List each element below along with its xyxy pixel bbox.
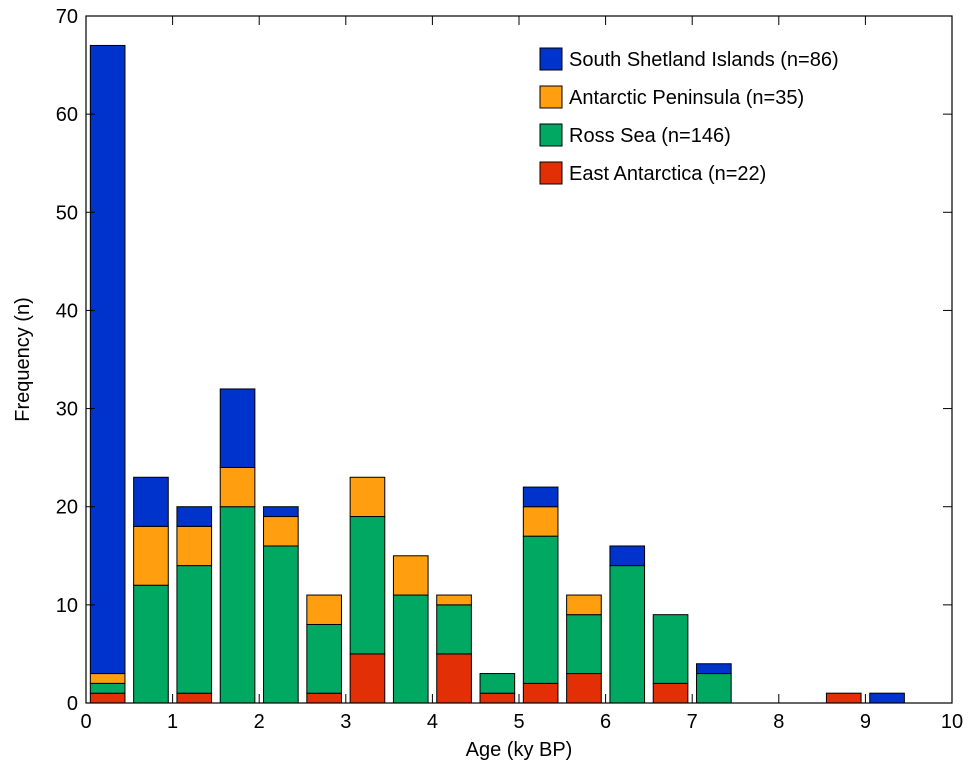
legend: South Shetland Islands (n=86) Antarctic P… [539, 47, 839, 185]
x-tick-label: 4 [427, 711, 438, 733]
bar-segment [869, 692, 905, 704]
bar-segment [349, 476, 386, 518]
bar-segment [263, 506, 299, 518]
bar-segment [522, 506, 559, 537]
legend-swatch [539, 85, 563, 109]
bar-segment [219, 388, 256, 468]
bar-segment [696, 663, 732, 675]
legend-swatch [539, 123, 563, 147]
bar-segment [89, 44, 126, 675]
legend-swatch [539, 47, 563, 71]
y-tick-label: 50 [56, 202, 78, 224]
bar-segment [176, 565, 213, 694]
bar-segment [133, 525, 169, 586]
bar-segment [566, 594, 602, 616]
bar-segment [825, 692, 862, 704]
y-tick-label: 0 [67, 693, 78, 715]
y-tick-label: 40 [56, 300, 78, 322]
bar-segment [133, 584, 169, 704]
bar-segment [652, 682, 689, 704]
legend-swatch [539, 161, 563, 185]
x-tick-label: 8 [773, 711, 784, 733]
bar-segment [306, 594, 342, 625]
bar-segment [522, 486, 559, 508]
y-tick-label: 10 [56, 595, 78, 617]
x-tick-label: 7 [687, 711, 698, 733]
bar-segment [522, 682, 559, 704]
plot-frame [85, 15, 953, 704]
legend-entry-label: Ross Sea (n=146) [569, 125, 731, 147]
legend-entry-label: South Shetland Islands (n=86) [569, 49, 839, 71]
bar-segment [133, 476, 169, 527]
bar-segment [436, 594, 472, 606]
x-tick-label: 2 [254, 711, 265, 733]
bar-segment [219, 466, 256, 508]
x-tick-label: 5 [513, 711, 524, 733]
x-tick-label: 6 [600, 711, 611, 733]
bar-segment [522, 535, 559, 684]
bar-segment [696, 673, 732, 704]
bar-segment [566, 673, 602, 704]
bar-segment [89, 673, 126, 684]
bar-segment [263, 545, 299, 704]
bar-segment [176, 692, 213, 704]
bar-segment [263, 516, 299, 547]
bar-segment [392, 555, 429, 596]
bar-segment [609, 545, 646, 567]
x-tick-label: 9 [860, 711, 871, 733]
bar-segment [89, 682, 126, 694]
bar-segment [306, 692, 342, 704]
bar-segment [479, 673, 516, 694]
x-tick-label: 0 [80, 711, 91, 733]
x-axis-label: Age (ky BP) [466, 739, 573, 761]
bar-segment [479, 692, 516, 704]
y-tick-label: 30 [56, 399, 78, 421]
x-tick-label: 1 [167, 711, 178, 733]
bar-segment [176, 525, 213, 567]
tick-labels-layer: 0 1 2 3 4 5 6 7 8 9 10 0 10 20 30 40 50 60 70 [56, 6, 963, 733]
bar-segment [652, 614, 689, 684]
bar-segment [436, 653, 472, 704]
y-tick-label: 70 [56, 6, 78, 28]
bar-segment [219, 506, 256, 704]
y-axis-label: Frequency (n) [12, 297, 34, 422]
x-tick-label: 3 [340, 711, 351, 733]
bar-segment [176, 506, 213, 527]
bar-segment [349, 653, 386, 704]
x-tick-label: 10 [941, 711, 963, 733]
bar-segment [436, 604, 472, 655]
bar-segment [609, 565, 646, 704]
y-tick-label: 20 [56, 497, 78, 519]
bar-segment [306, 623, 342, 694]
bar-segment [89, 692, 126, 704]
bar-segment [566, 614, 602, 675]
bars-layer [89, 44, 905, 704]
legend-entry-label: Antarctic Peninsula (n=35) [569, 87, 804, 109]
y-tick-label: 60 [56, 104, 78, 126]
legend-entry-label: East Antarctica (n=22) [569, 163, 766, 185]
bar-segment [349, 516, 386, 655]
bar-segment [392, 594, 429, 704]
ticks-layer [85, 15, 953, 704]
